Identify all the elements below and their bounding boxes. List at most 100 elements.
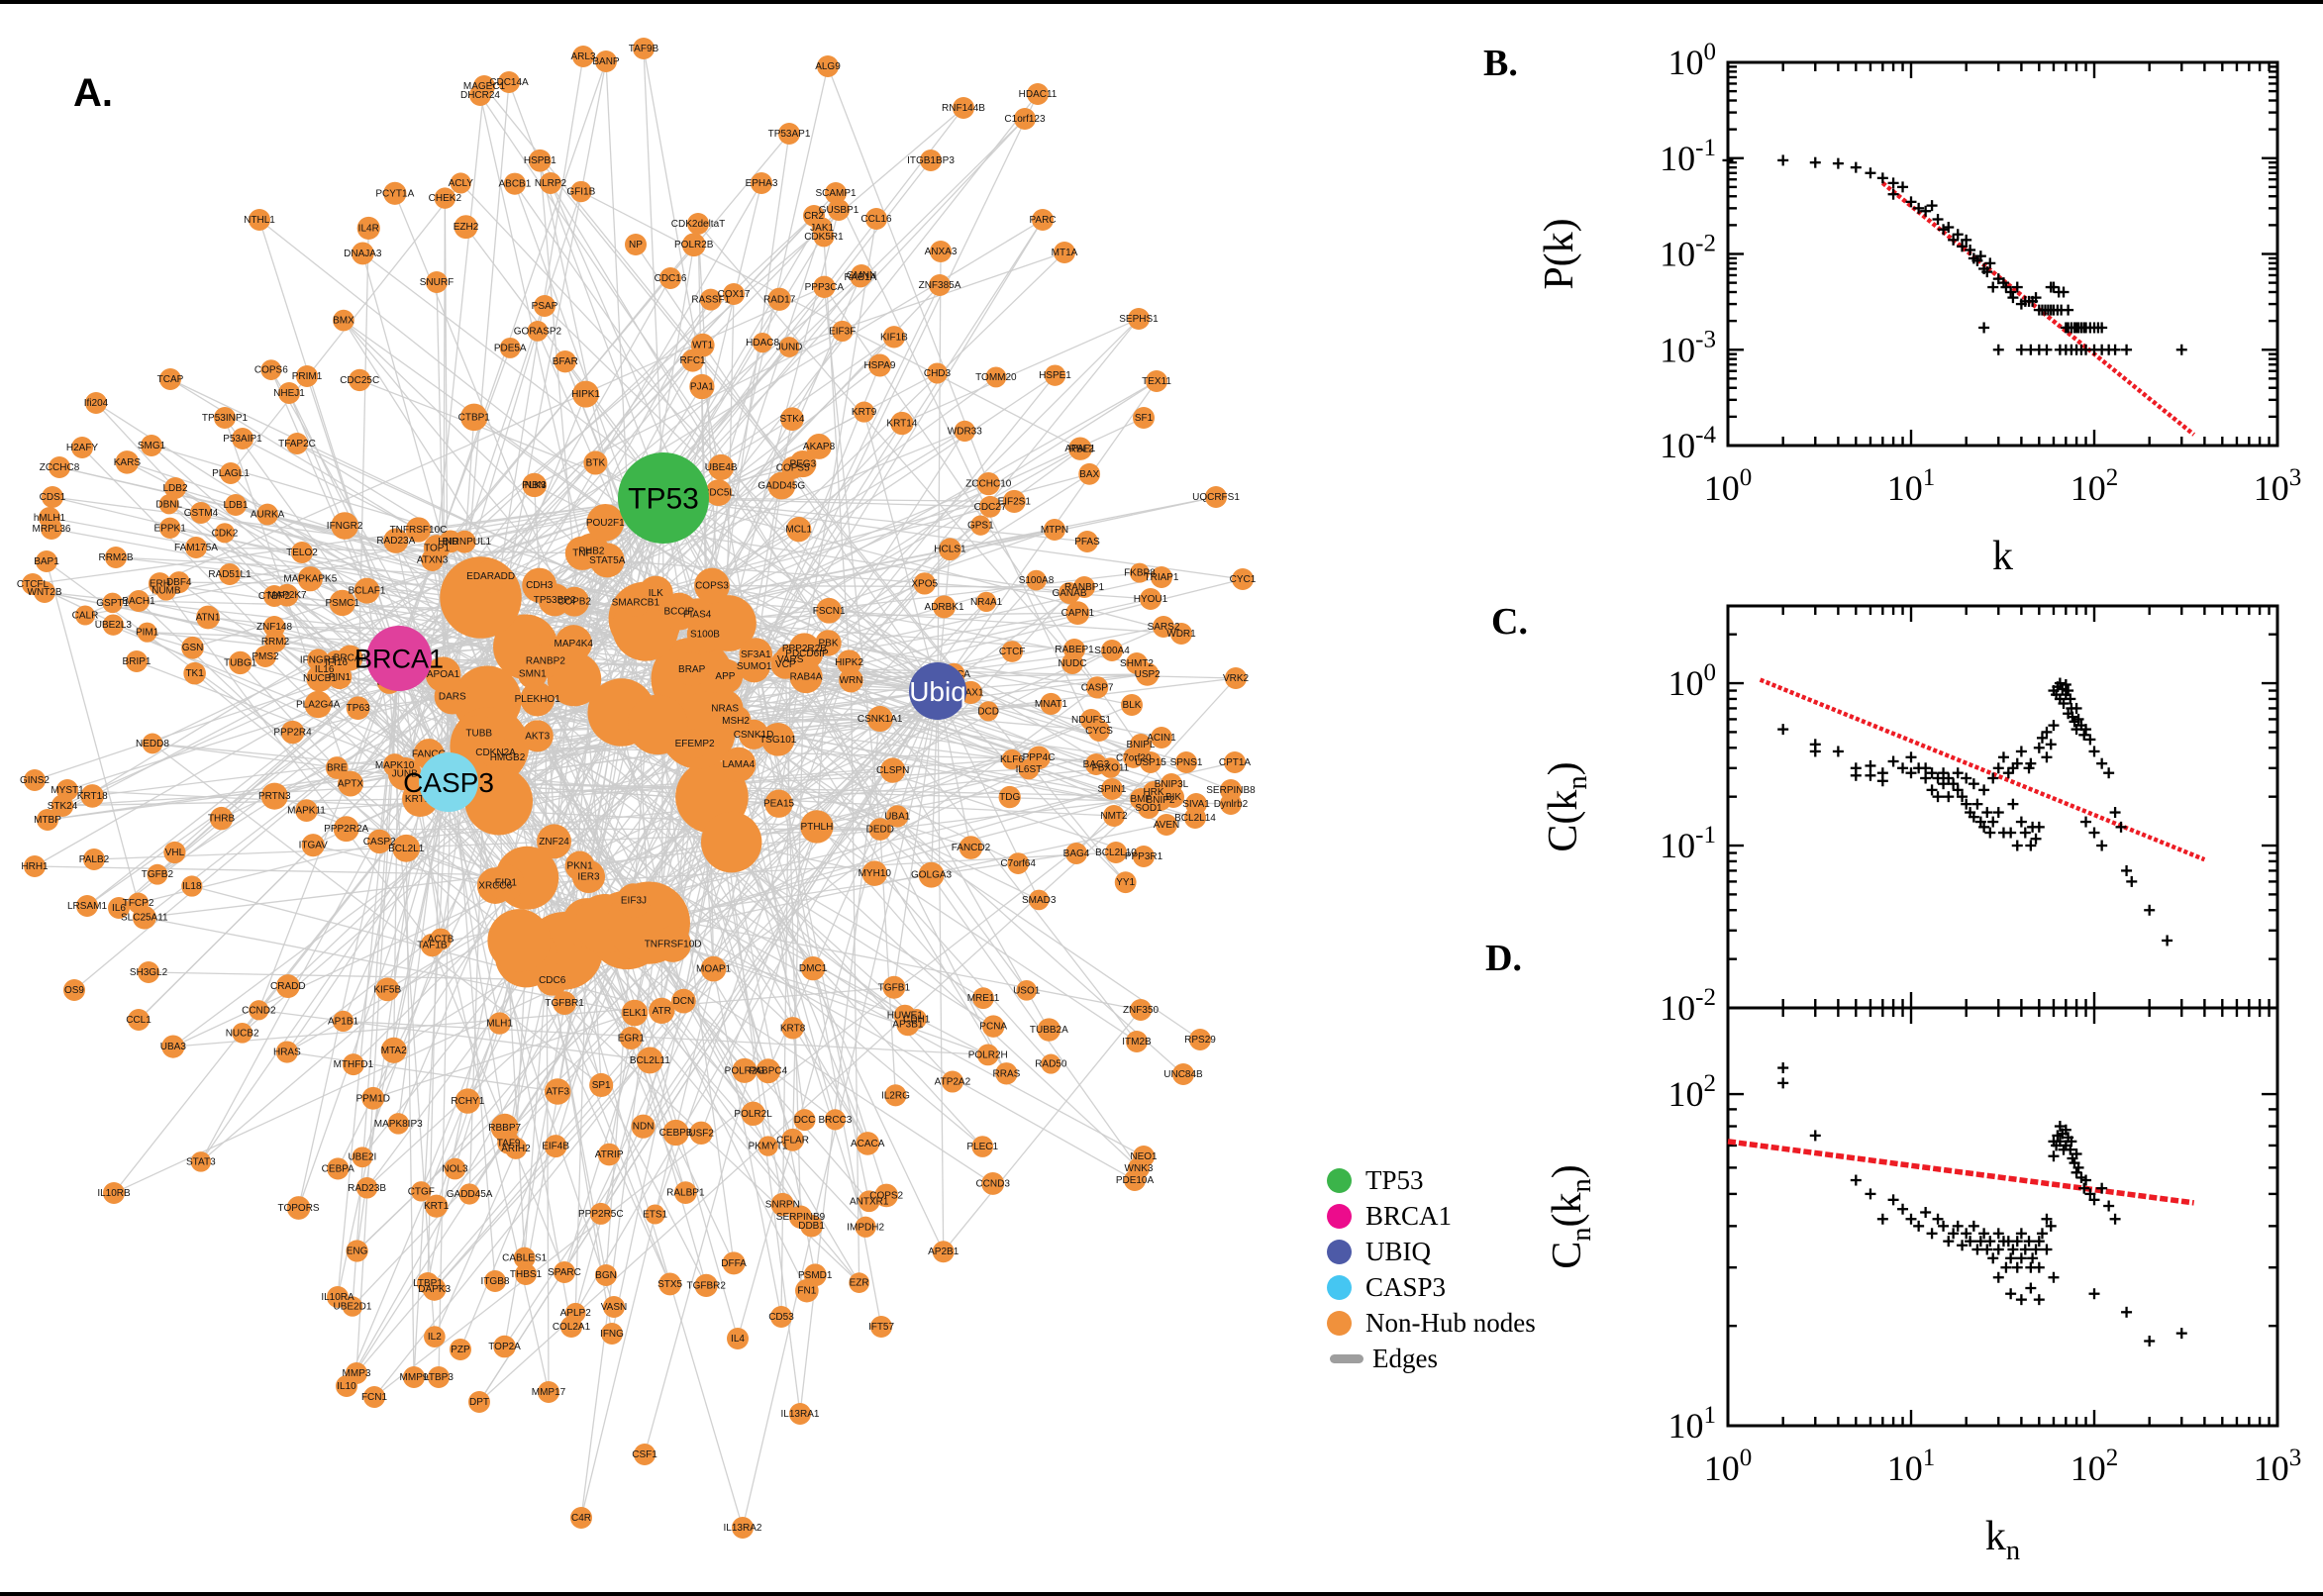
network-node[interactable] <box>115 450 140 474</box>
hub-node-casp3[interactable] <box>419 752 478 812</box>
network-node[interactable] <box>540 172 561 194</box>
network-node[interactable] <box>534 295 556 317</box>
network-node[interactable] <box>707 658 744 694</box>
network-node[interactable] <box>553 991 577 1016</box>
network-node[interactable] <box>882 326 906 349</box>
network-node[interactable] <box>1078 462 1101 485</box>
network-node[interactable] <box>85 392 107 414</box>
network-node[interactable] <box>163 841 186 864</box>
network-node[interactable] <box>458 1183 480 1205</box>
network-node[interactable] <box>24 769 46 791</box>
network-node[interactable] <box>1032 209 1054 231</box>
network-node[interactable] <box>1151 566 1172 588</box>
network-node[interactable] <box>295 799 318 822</box>
network-node[interactable] <box>976 1044 999 1066</box>
network-node[interactable] <box>817 55 839 77</box>
network-node[interactable] <box>1133 407 1155 429</box>
network-node[interactable] <box>1065 601 1090 626</box>
network-node[interactable] <box>865 208 887 230</box>
network-node[interactable] <box>356 216 380 241</box>
network-node[interactable] <box>1001 748 1023 770</box>
network-node[interactable] <box>638 575 673 611</box>
network-node[interactable] <box>636 1047 663 1074</box>
network-node[interactable] <box>920 150 942 171</box>
network-node[interactable] <box>307 648 330 671</box>
network-node[interactable] <box>209 806 234 831</box>
network-node[interactable] <box>601 1323 623 1345</box>
network-node[interactable] <box>828 199 850 221</box>
network-node[interactable] <box>1100 757 1121 778</box>
network-node[interactable] <box>108 897 130 919</box>
network-node[interactable] <box>554 1261 575 1283</box>
network-node[interactable] <box>1044 519 1065 541</box>
network-node[interactable] <box>450 1339 471 1360</box>
network-node[interactable] <box>141 435 162 456</box>
network-node[interactable] <box>706 690 744 727</box>
network-node[interactable] <box>196 605 220 630</box>
network-node[interactable] <box>159 517 181 539</box>
network-node[interactable] <box>1153 616 1174 638</box>
network-node[interactable] <box>1189 1029 1211 1050</box>
network-node[interactable] <box>537 824 571 859</box>
network-node[interactable] <box>420 933 445 957</box>
network-node[interactable] <box>1088 720 1110 742</box>
network-node[interactable] <box>941 1070 963 1093</box>
network-node[interactable] <box>970 515 991 536</box>
network-node[interactable] <box>142 733 163 754</box>
network-node[interactable] <box>1054 242 1075 263</box>
network-node[interactable] <box>671 988 696 1014</box>
network-node[interactable] <box>554 349 576 373</box>
network-node[interactable] <box>503 172 526 195</box>
network-node[interactable] <box>487 864 525 902</box>
network-node[interactable] <box>959 836 983 859</box>
network-node[interactable] <box>770 1306 792 1328</box>
network-node[interactable] <box>286 433 308 454</box>
network-node[interactable] <box>325 756 349 779</box>
network-node[interactable] <box>595 50 617 72</box>
network-node[interactable] <box>855 1216 876 1238</box>
network-node[interactable] <box>1068 437 1092 460</box>
network-node[interactable] <box>181 875 203 897</box>
network-node[interactable] <box>138 961 159 983</box>
network-node[interactable] <box>884 1084 907 1107</box>
network-node[interactable] <box>296 365 318 387</box>
network-node[interactable] <box>764 789 793 818</box>
network-node[interactable] <box>570 1507 592 1529</box>
network-node[interactable] <box>597 1143 621 1166</box>
network-node[interactable] <box>619 1026 643 1049</box>
network-node[interactable] <box>468 1391 490 1413</box>
network-node[interactable] <box>83 848 105 870</box>
network-node[interactable] <box>1124 1169 1146 1191</box>
network-node[interactable] <box>674 651 709 686</box>
network-node[interactable] <box>278 382 300 404</box>
network-node[interactable] <box>128 892 150 914</box>
network-node[interactable] <box>37 809 58 831</box>
network-node[interactable] <box>71 437 93 458</box>
network-node[interactable] <box>355 1177 378 1199</box>
network-node[interactable] <box>1026 569 1047 591</box>
network-node[interactable] <box>260 782 288 810</box>
network-node[interactable] <box>786 517 812 543</box>
network-node[interactable] <box>673 1181 697 1204</box>
network-node[interactable] <box>147 863 168 885</box>
network-node[interactable] <box>806 434 832 459</box>
network-node[interactable] <box>929 274 951 296</box>
network-node[interactable] <box>346 696 370 721</box>
network-node[interactable] <box>732 1057 758 1083</box>
network-node[interactable] <box>800 955 826 981</box>
network-node[interactable] <box>425 656 461 693</box>
network-node[interactable] <box>659 267 681 289</box>
network-node[interactable] <box>214 407 236 429</box>
network-node[interactable] <box>492 743 523 772</box>
network-node[interactable] <box>1028 889 1050 911</box>
network-node[interactable] <box>658 1272 682 1296</box>
network-node[interactable] <box>972 987 994 1010</box>
network-node[interactable] <box>185 537 207 558</box>
network-node[interactable] <box>1018 758 1040 780</box>
network-node[interactable] <box>681 233 706 257</box>
network-node[interactable] <box>161 1035 185 1058</box>
network-node[interactable] <box>890 411 914 436</box>
network-node[interactable] <box>933 595 957 619</box>
network-node[interactable] <box>450 172 471 194</box>
